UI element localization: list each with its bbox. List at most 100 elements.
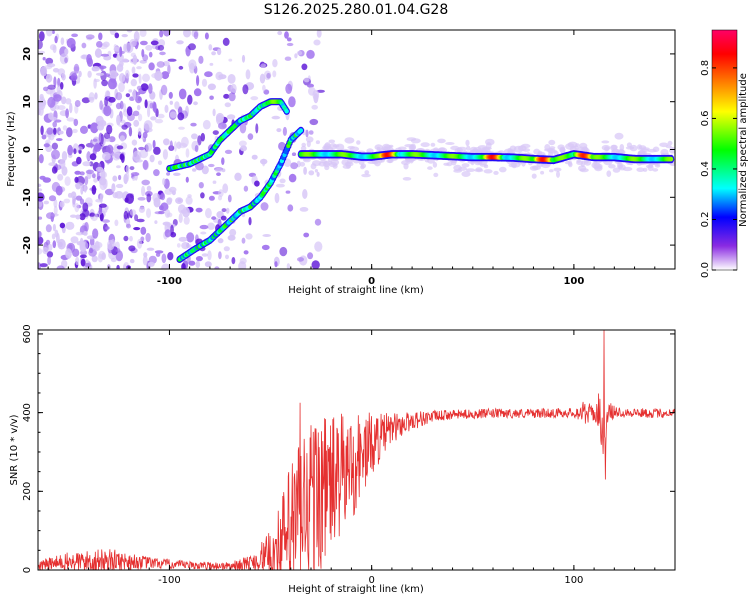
spectrogram-noise-blob — [119, 135, 125, 142]
spectrogram-noise-blob — [493, 170, 499, 175]
spectrogram-noise-blob — [314, 218, 322, 226]
spectrogram-noise-blob — [406, 137, 417, 142]
spectrogram-noise-blob — [262, 84, 266, 92]
spectrogram-noise-blob — [216, 172, 221, 176]
spectrogram-noise-blob — [288, 173, 297, 183]
spectrogram-noise-blob — [45, 73, 53, 83]
spectrogram-noise-blob — [183, 216, 190, 225]
spectrogram-noise-blob — [109, 30, 117, 36]
spectrogram-noise-blob — [108, 96, 116, 103]
spectrogram-noise-blob — [166, 172, 171, 176]
spectrogram-noise-blob — [204, 261, 212, 268]
spectrogram-noise-blob — [218, 189, 224, 198]
spectrogram-noise-blob — [76, 156, 82, 165]
spectrogram-noise-blob — [445, 142, 455, 145]
spectrogram-track-core — [284, 109, 289, 114]
snr-x-tick-label: 0 — [368, 575, 374, 586]
spectrogram-noise-blob — [129, 209, 137, 217]
colorbar: 0.0 0.2 0.4 0.6 0.8 Normalized spectral ampl… — [700, 29, 749, 278]
spectrogram-noise-blob — [188, 59, 197, 70]
spectrogram-noise-blob — [215, 71, 224, 81]
spectrogram-noise-blob — [74, 170, 81, 175]
spectrogram-noise-blob — [262, 234, 272, 237]
spectrogram-noise-blob — [200, 132, 205, 142]
spectrogram-noise-blob — [638, 145, 647, 150]
spectrogram-noise-blob — [65, 108, 69, 119]
spectrogram-noise-blob — [131, 139, 138, 146]
spectrogram-noise-blob — [142, 73, 150, 83]
spectrogram-noise-blob — [108, 136, 116, 143]
spectrogram-noise-blob — [157, 44, 165, 51]
snr-y-tick-label: 600 — [22, 324, 33, 343]
spectrogram-noise-blob — [278, 141, 286, 151]
spectrogram-noise-blob — [162, 149, 168, 160]
spectrogram-noise-blob — [529, 165, 539, 171]
spectrogram-x-tick-label: 100 — [563, 276, 584, 287]
spectrogram-noise-blob — [98, 32, 103, 41]
spectrogram-noise-blob — [137, 127, 142, 136]
spectrogram-noise-blob — [100, 133, 104, 145]
snr-y-tick-label: 0 — [22, 567, 33, 573]
spectrogram-y-tick-label: 10 — [22, 95, 33, 109]
spectrogram-noise-blob — [446, 162, 453, 167]
spectrogram-noise-blob — [38, 230, 42, 238]
spectrogram-noise-blob — [360, 164, 365, 170]
spectrogram-noise-blob — [119, 153, 125, 161]
spectrogram-noise-blob — [648, 163, 653, 168]
spectrogram-noise-blob — [250, 96, 259, 101]
spectrogram-noise-blob — [282, 126, 287, 136]
spectrogram-noise-blob — [116, 264, 120, 269]
spectrogram-noise-blob — [301, 142, 307, 147]
spectrogram-noise-blob — [92, 228, 99, 239]
spectrogram-noise-blob — [366, 148, 374, 154]
spectrogram-noise-blob — [83, 184, 87, 193]
spectrogram-noise-blob — [119, 46, 123, 57]
spectrogram-noise-blob — [160, 192, 166, 201]
spectrogram-noise-blob — [92, 147, 97, 156]
spectrogram-noise-blob — [229, 228, 237, 237]
spectrogram-noise-blob — [93, 178, 98, 183]
spectrogram-noise-blob — [145, 44, 153, 51]
snr-panel: -100 0 100 0 200 400 600 Height of straight li… — [9, 324, 676, 595]
spectrogram-noise-blob — [157, 160, 163, 166]
spectrogram-noise-blob — [214, 266, 220, 269]
spectrogram-noise-blob — [140, 226, 147, 235]
spectrogram-noise-blob — [106, 90, 110, 96]
spectrogram-noise-blob — [72, 128, 78, 134]
spectrogram-noise-blob — [163, 138, 170, 146]
spectrogram-noise-blob — [70, 236, 79, 244]
spectrogram-noise-blob — [272, 70, 277, 78]
spectrogram-noise-blob — [240, 145, 247, 152]
colorbar-tick-label: 0.8 — [700, 60, 711, 76]
spectrogram-noise-blob — [132, 176, 136, 181]
spectrogram-noise-blob — [102, 41, 110, 48]
spectrogram-noise-blob — [344, 137, 355, 144]
snr-series-line — [38, 330, 675, 570]
spectrogram-noise-blob — [148, 51, 153, 58]
spectrogram-noise-blob — [66, 37, 76, 49]
spectrogram-noise-blob — [654, 164, 661, 168]
spectrogram-noise-blob — [126, 223, 131, 229]
spectrogram-noise-blob — [247, 133, 254, 141]
spectrogram-noise-blob — [328, 139, 336, 144]
spectrogram-noise-blob — [116, 248, 121, 253]
spectrogram-noise-blob — [224, 102, 231, 108]
spectrogram-noise-blob — [543, 148, 554, 152]
spectrogram-noise-blob — [119, 100, 124, 110]
spectrogram-noise-blob — [130, 172, 140, 177]
spectrogram-noise-blob — [245, 233, 253, 240]
spectrogram-y-tick-label: 20 — [22, 47, 33, 61]
spectrogram-noise-blob — [303, 77, 310, 83]
spectrogram-noise-blob — [456, 147, 463, 154]
spectrogram-noise-blob — [48, 162, 57, 167]
spectrogram-noise-blob — [164, 104, 169, 113]
spectrogram-noise-blob — [56, 138, 63, 142]
spectrogram-noise-blob — [420, 142, 430, 148]
spectrogram-noise-blob — [125, 93, 131, 98]
spectrogram-noise-blob — [104, 188, 114, 196]
spectrogram-noise-blob — [42, 57, 46, 61]
spectrogram-noise-blob — [133, 119, 140, 127]
chart-title: S126.2025.280.01.04.G28 — [264, 2, 449, 18]
spectrogram-noise-blob — [451, 160, 457, 166]
spectrogram-noise-blob — [98, 65, 107, 70]
